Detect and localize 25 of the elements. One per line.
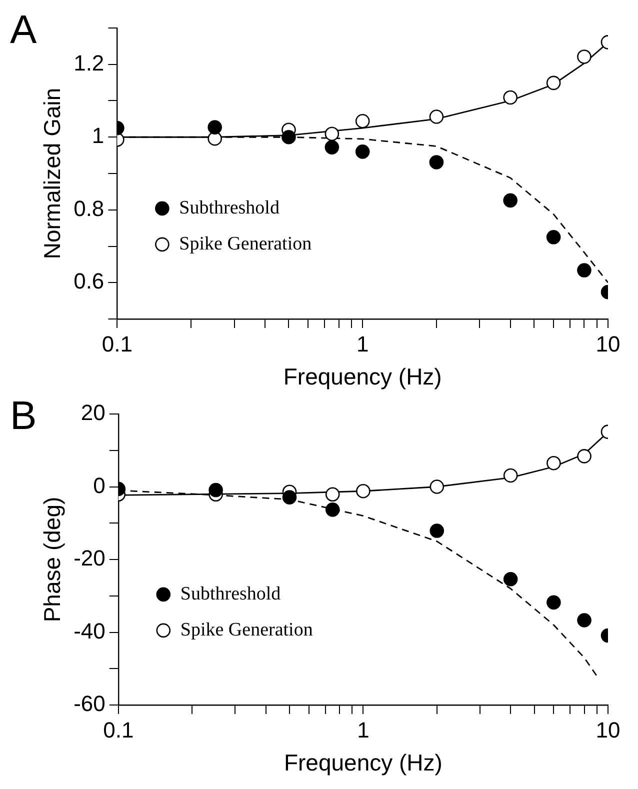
y-tick-label: 0.8 [74, 196, 104, 221]
x-tick-label: 1 [357, 717, 370, 742]
y-tick-label: 20 [80, 400, 106, 426]
x-axis-title: Frequency (Hz) [284, 750, 442, 776]
y-tick-label: -40 [74, 618, 106, 644]
chart-title: A [10, 8, 37, 52]
legend-label: Spike Generation [180, 619, 314, 640]
x-axis-title: Frequency (Hz) [283, 364, 442, 390]
y-tick-label: 1 [92, 123, 104, 148]
y-tick-label: -20 [74, 546, 106, 571]
y-axis-title: Phase (deg) [39, 496, 66, 622]
x-tick-label: 10 [596, 717, 620, 742]
y-tick-label: 1.2 [74, 50, 104, 76]
x-tick-label: 1 [356, 331, 369, 356]
legend-label: Spike Generation [179, 233, 312, 254]
x-tick-label: 0.1 [102, 331, 132, 356]
legend-label: Subthreshold [179, 197, 280, 218]
x-tick-label: 0.1 [103, 717, 134, 742]
x-tick-label: 10 [596, 331, 620, 356]
y-axis-title: Normalized Gain [39, 88, 66, 260]
legend-label: Subthreshold [180, 583, 282, 604]
chart-title: B [10, 394, 37, 438]
y-tick-label: 0.6 [74, 268, 104, 294]
y-tick-label: -60 [74, 691, 106, 716]
y-tick-label: 0 [93, 472, 106, 498]
